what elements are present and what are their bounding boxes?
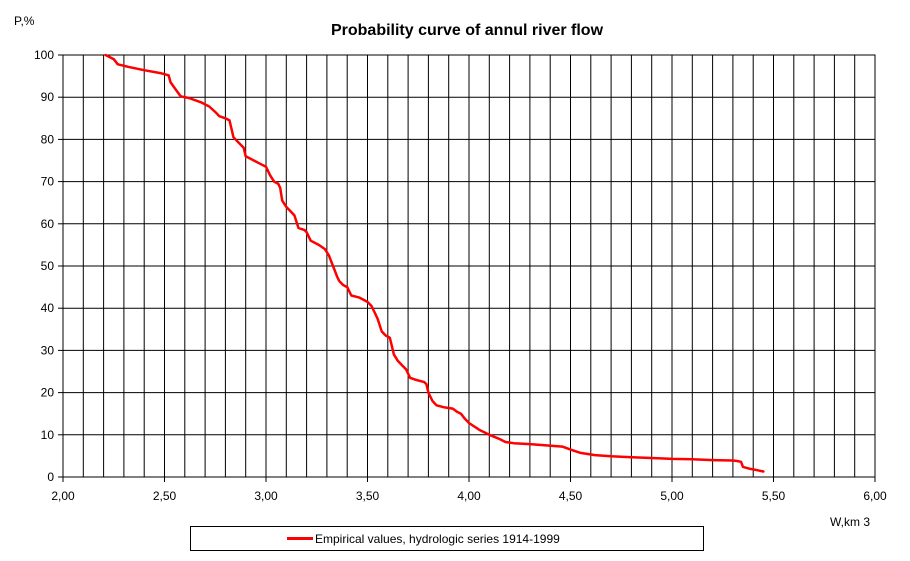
x-tick-label: 5,50	[762, 489, 786, 503]
y-tick-label: 70	[41, 175, 55, 189]
x-tick-label: 3,50	[356, 489, 380, 503]
series-group	[104, 53, 765, 473]
x-tick-label: 5,00	[660, 489, 684, 503]
x-tick-label: 6,00	[863, 489, 887, 503]
y-tick-label: 90	[41, 90, 55, 104]
y-tick-label: 100	[34, 48, 54, 62]
y-tick-label: 0	[47, 470, 54, 484]
plot-area-frame	[62, 54, 876, 478]
x-tick-label: 4,00	[457, 489, 481, 503]
y-tick-label: 50	[41, 259, 55, 273]
y-axis-label: P,%	[14, 14, 35, 28]
legend-label: Empirical values, hydrologic series 1914…	[315, 531, 560, 546]
x-tick-label: 2,00	[51, 489, 75, 503]
chart-title: Probability curve of annul river flow	[331, 22, 604, 39]
y-tick-label: 10	[41, 428, 55, 442]
series-line	[104, 53, 765, 473]
gridlines	[62, 54, 876, 478]
y-tick-label: 30	[41, 343, 55, 357]
x-tick-label: 2,50	[153, 489, 177, 503]
x-axis-label: W,km 3	[830, 515, 870, 529]
legend: Empirical values, hydrologic series 1914…	[190, 526, 704, 551]
legend-swatch	[287, 537, 313, 540]
y-tick-label: 40	[41, 301, 55, 315]
x-tick-label: 4,50	[559, 489, 583, 503]
x-tick-label: 3,00	[254, 489, 278, 503]
y-tick-label: 60	[41, 217, 55, 231]
tick-labels: 2,00 2,50 3,00 3,50 4,00 4,50 5,00 5,50 6,00 0 10 2…	[34, 48, 887, 503]
y-tick-label: 80	[41, 132, 55, 146]
y-tick-label: 20	[41, 386, 55, 400]
